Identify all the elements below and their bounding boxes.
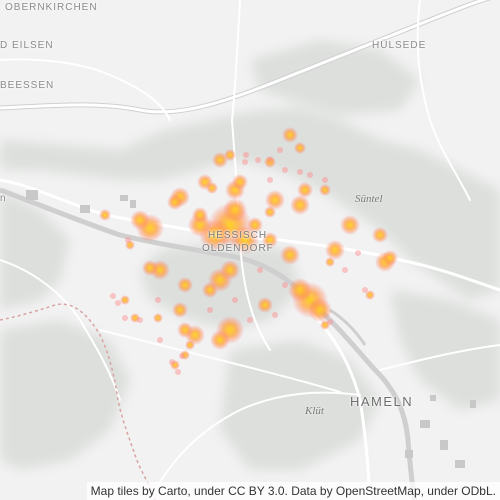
place-label-edge-n: n <box>0 193 7 204</box>
heatmap-blob <box>172 302 188 318</box>
heatmap-blob <box>130 313 140 323</box>
heatmap-blob <box>232 174 248 190</box>
heatmap-blob <box>325 240 345 260</box>
heatmap-blob <box>280 245 300 265</box>
heatmap-point <box>175 369 181 375</box>
heatmap-point <box>242 159 248 165</box>
map-attribution: Map tiles by Carto, under CC BY 3.0. Dat… <box>86 482 500 500</box>
heatmap-blob <box>247 217 263 233</box>
heatmap-point <box>362 287 368 293</box>
heatmap-blob <box>202 282 218 298</box>
heatmap-point <box>327 319 333 325</box>
heatmap-point <box>137 317 143 323</box>
place-label-hameln: HAMELN <box>350 394 414 409</box>
heatmap-blob <box>192 207 208 223</box>
heatmap-blob <box>319 184 331 196</box>
heatmap-blob <box>294 142 306 154</box>
heatmap-point <box>277 147 283 153</box>
heatmap-point <box>257 267 263 273</box>
heatmap-blob <box>231 226 259 254</box>
heatmap-blob <box>262 232 278 248</box>
heatmap-point <box>122 315 128 321</box>
heatmap-point <box>307 172 313 178</box>
building-blocks <box>26 190 476 468</box>
hill-label-kluet: Klüt <box>305 405 324 417</box>
heatmap-blob <box>206 182 218 194</box>
place-label-huelsede: HÜLSEDE <box>372 40 427 51</box>
heatmap-blob <box>224 149 236 161</box>
heatmap-blob <box>177 322 193 338</box>
heatmap-point <box>282 282 288 288</box>
heatmap-blob <box>153 313 163 323</box>
heatmap-point <box>282 167 288 173</box>
heatmap-blob <box>223 198 247 222</box>
heatmap-blob <box>167 194 183 210</box>
heatmap-blob <box>220 260 240 280</box>
place-label-oldendorf: OLDENDORF <box>202 243 274 254</box>
heatmap-blob <box>185 340 195 350</box>
heatmap-point <box>272 312 278 318</box>
heatmap-point <box>207 307 213 313</box>
heatmap-blob <box>308 298 332 322</box>
heatmap-blob <box>177 277 193 293</box>
heatmap-point <box>247 317 253 323</box>
heatmap-point <box>179 353 185 359</box>
heatmap-blob <box>340 215 360 235</box>
heatmap-point <box>115 300 121 306</box>
heatmap-point <box>125 237 131 243</box>
heatmap-point <box>342 267 348 273</box>
heatmap-point <box>255 157 261 163</box>
heatmap-point <box>157 337 163 343</box>
heatmap-blob <box>382 250 398 266</box>
heatmap-blob <box>120 295 130 305</box>
place-label-obernkirchen: OBERNKIRCHEN <box>5 2 98 13</box>
heatmap-point <box>155 297 161 303</box>
heatmap-blob <box>170 360 180 370</box>
heatmap-blob <box>142 260 158 276</box>
place-label-eilsen: D EILSEN <box>0 40 54 51</box>
heatmap-blob <box>210 330 230 350</box>
heatmap-point <box>232 297 238 303</box>
heatmap-point <box>243 152 249 158</box>
heatmap-blob <box>264 156 276 168</box>
place-label-hessisch: HESSISCH <box>208 230 268 241</box>
heatmap-point <box>169 359 175 365</box>
heatmap-point <box>322 177 328 183</box>
heatmap-point <box>267 157 273 163</box>
heatmap-point <box>267 177 273 183</box>
heatmap-blob <box>180 350 190 360</box>
heatmap-blob <box>282 127 298 143</box>
heatmap-point <box>110 293 116 299</box>
heatmap-point <box>355 250 361 256</box>
density-heatmap <box>99 127 398 375</box>
heatmap-blob <box>288 278 312 302</box>
heatmap-blob <box>257 297 273 313</box>
hill-label-suentel: Süntel <box>355 193 383 205</box>
heatmap-blob <box>320 320 330 330</box>
heatmap-blob <box>130 210 150 230</box>
heatmap-blob <box>265 190 285 210</box>
heatmap-blob <box>290 195 310 215</box>
heatmap-blob <box>325 257 335 267</box>
heatmap-blob <box>212 152 228 168</box>
heatmap-blob <box>264 206 276 218</box>
place-label-beessen: BEESSEN <box>0 80 55 91</box>
heatmap-blob <box>372 227 388 243</box>
heatmap-blob <box>297 182 313 198</box>
heatmap-blob <box>99 209 111 221</box>
heatmap-blob <box>365 290 375 300</box>
heatmap-point <box>297 169 303 175</box>
heatmap-blob <box>125 240 135 250</box>
